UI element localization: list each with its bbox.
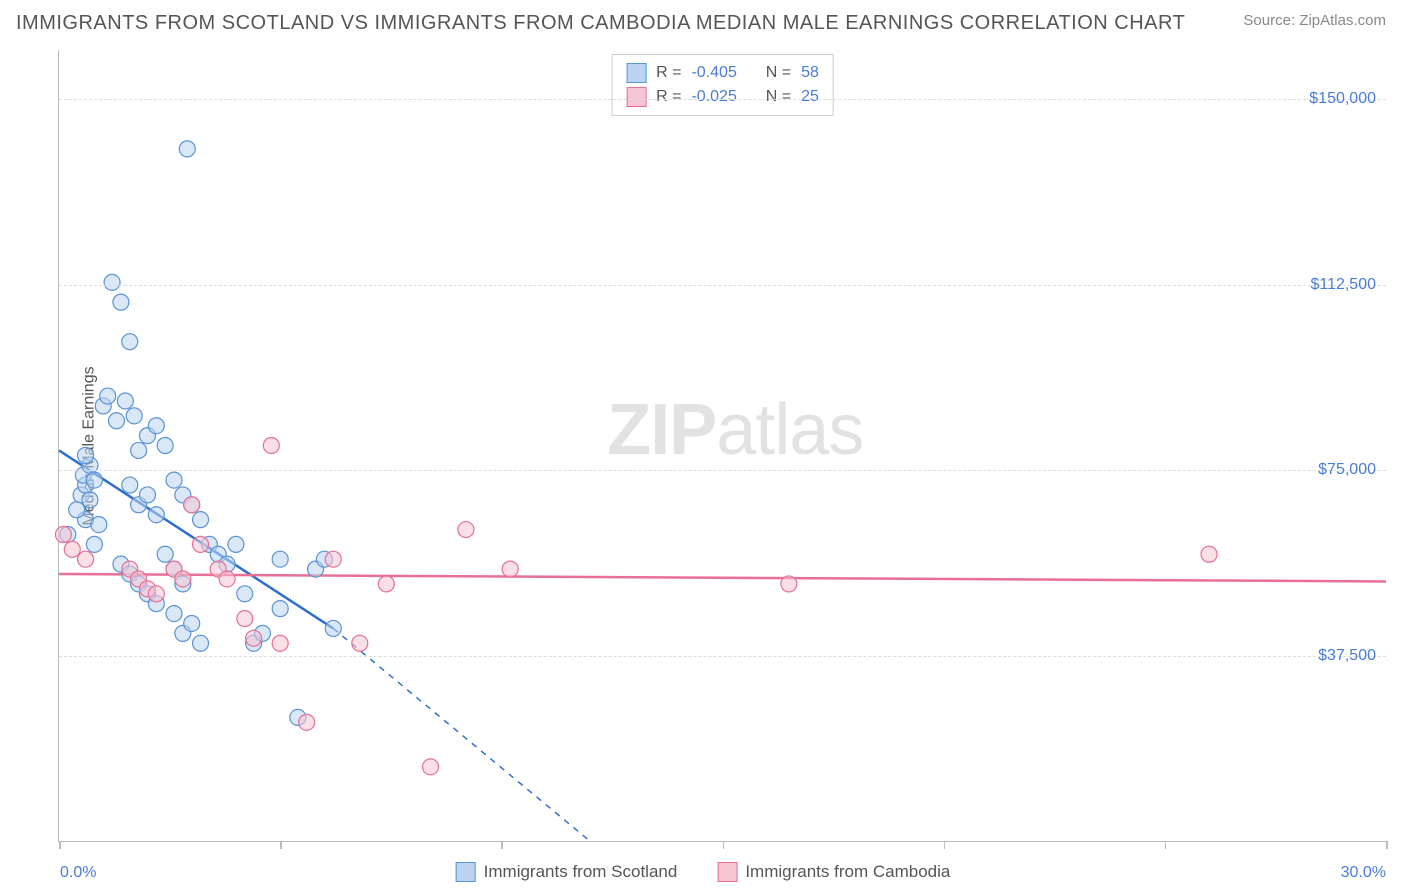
gridline bbox=[59, 285, 1386, 286]
x-tick bbox=[723, 841, 725, 849]
legend-label-scotland: Immigrants from Scotland bbox=[484, 862, 678, 882]
series-legend: Immigrants from Scotland Immigrants from… bbox=[456, 862, 951, 882]
source-prefix: Source: bbox=[1243, 12, 1299, 29]
gridline bbox=[59, 99, 1386, 100]
legend-label-cambodia: Immigrants from Cambodia bbox=[745, 862, 950, 882]
source-attribution: Source: ZipAtlas.com bbox=[1243, 12, 1386, 29]
scatter-svg bbox=[59, 50, 1386, 841]
x-tick bbox=[1165, 841, 1167, 849]
x-axis-min-label: 0.0% bbox=[60, 864, 96, 882]
x-tick bbox=[280, 841, 282, 849]
x-tick bbox=[501, 841, 503, 849]
y-tick-label: $150,000 bbox=[1309, 90, 1376, 108]
swatch-scotland-icon bbox=[456, 862, 476, 882]
legend-item-scotland: Immigrants from Scotland bbox=[456, 862, 678, 882]
y-tick-label: $75,000 bbox=[1318, 461, 1376, 479]
plot-area: ZIPatlas R = -0.405 N = 58 R = -0.025 N … bbox=[58, 50, 1386, 842]
y-tick-label: $112,500 bbox=[1310, 276, 1376, 294]
gridline bbox=[59, 470, 1386, 471]
chart-header: IMMIGRANTS FROM SCOTLAND VS IMMIGRANTS F… bbox=[0, 0, 1406, 43]
swatch-cambodia-icon bbox=[717, 862, 737, 882]
gridline bbox=[59, 656, 1386, 657]
source-link[interactable]: ZipAtlas.com bbox=[1299, 12, 1386, 29]
x-axis-max-label: 30.0% bbox=[1341, 864, 1386, 882]
y-tick-label: $37,500 bbox=[1318, 647, 1376, 665]
x-tick bbox=[59, 841, 61, 849]
x-tick bbox=[944, 841, 946, 849]
legend-item-cambodia: Immigrants from Cambodia bbox=[717, 862, 950, 882]
chart-container: Median Male Earnings ZIPatlas R = -0.405… bbox=[16, 50, 1386, 842]
x-tick bbox=[1386, 841, 1388, 849]
chart-title: IMMIGRANTS FROM SCOTLAND VS IMMIGRANTS F… bbox=[16, 12, 1185, 35]
